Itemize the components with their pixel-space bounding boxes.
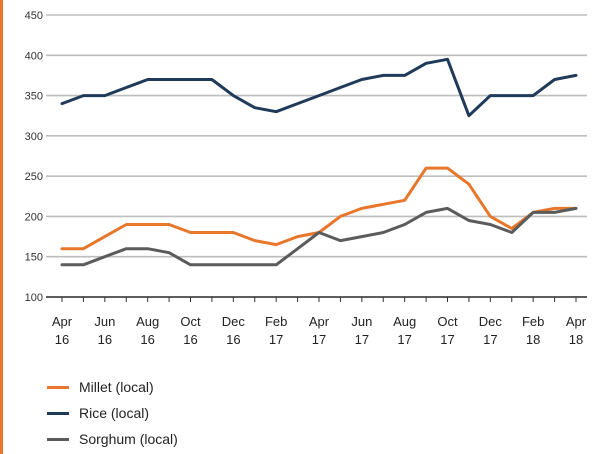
x-tick-labels: Apr 16 Jun 16 Aug 16 Oct 16 Dec 16 Feb 17 Apr 17 Jun 17…: [52, 314, 587, 347]
x-tick-label-year: 16: [226, 332, 240, 347]
x-tick-label-month: Feb: [522, 314, 544, 329]
x-tick-label-year: 18: [569, 332, 583, 347]
x-tick-label-year: 17: [355, 332, 369, 347]
x-tick-label-year: 17: [397, 332, 411, 347]
x-tick-label-year: 17: [440, 332, 454, 347]
y-tick-label: 100: [25, 292, 43, 304]
legend-swatch-sorghum: [47, 437, 69, 441]
x-tick-label-year: 16: [98, 332, 112, 347]
series-lines: [60, 57, 578, 267]
series-line-sorghum: [60, 206, 578, 267]
y-tick-label: 250: [25, 171, 43, 183]
x-tick-label-year: 18: [526, 332, 540, 347]
x-tick-label-month: Apr: [309, 314, 330, 329]
series-line-rice: [60, 57, 578, 118]
y-tick-label: 150: [25, 252, 43, 264]
x-tick-label-month: Feb: [265, 314, 287, 329]
x-tick-label-month: Apr: [566, 314, 587, 329]
x-tick-label-year: 16: [140, 332, 154, 347]
x-tick-label-month: Aug: [393, 314, 416, 329]
x-tick-label-year: 16: [183, 332, 197, 347]
x-tick-label-month: Jun: [351, 314, 372, 329]
legend-item-sorghum: Sorghum (local): [47, 426, 178, 452]
legend-item-millet: Millet (local): [47, 374, 178, 400]
legend-label-rice: Rice (local): [79, 405, 150, 421]
legend-label-sorghum: Sorghum (local): [79, 431, 178, 447]
legend-swatch-rice: [47, 411, 69, 415]
legend-label-millet: Millet (local): [79, 379, 154, 395]
x-tick-label-month: Jun: [94, 314, 115, 329]
legend: Millet (local) Rice (local) Sorghum (loc…: [47, 374, 178, 452]
y-tick-label: 350: [25, 91, 43, 103]
x-tick-label-month: Aug: [136, 314, 159, 329]
y-tick-label: 450: [25, 10, 43, 22]
legend-swatch-millet: [47, 385, 69, 389]
x-tick-label-month: Oct: [437, 314, 458, 329]
x-tick-label-year: 17: [483, 332, 497, 347]
y-tick-label: 300: [25, 131, 43, 143]
x-tick-label-year: 17: [269, 332, 283, 347]
x-tick-label-month: Apr: [52, 314, 73, 329]
grid-lines: [46, 14, 587, 298]
y-tick-label: 200: [25, 211, 43, 223]
x-axis: [46, 296, 587, 302]
x-tick-label-month: Oct: [180, 314, 201, 329]
x-tick-label-month: Dec: [479, 314, 503, 329]
series-line-millet: [60, 166, 578, 251]
x-tick-label-month: Dec: [222, 314, 246, 329]
x-tick-label-year: 16: [55, 332, 69, 347]
x-tick-label-year: 17: [312, 332, 326, 347]
line-chart: 100 150 200 250 300 350 400 450 Apr 16 Jun 16 Aug 16…: [25, 10, 587, 347]
y-tick-labels: 100 150 200 250 300 350 400 450: [25, 10, 43, 304]
y-tick-label: 400: [25, 50, 43, 62]
legend-item-rice: Rice (local): [47, 400, 178, 426]
